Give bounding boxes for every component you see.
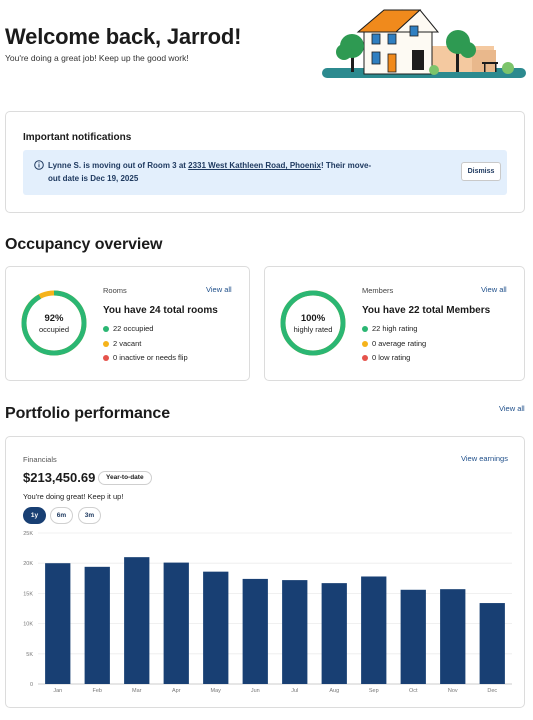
bar-dec[interactable]: [479, 603, 505, 684]
bar-jun[interactable]: [242, 578, 268, 684]
property-address-link[interactable]: 2331 West Kathleen Road, Phoenix: [188, 161, 321, 170]
x-tick-label: Jun: [251, 688, 260, 694]
earnings-amount: $213,450.69: [23, 470, 96, 485]
red-dot-icon: [362, 354, 368, 361]
bar-sep[interactable]: [361, 576, 387, 684]
legend-text: 0 low rating: [372, 353, 411, 362]
red-dot-icon: [103, 354, 109, 361]
portfolio-title: Portfolio performance: [5, 405, 171, 422]
x-tick-label: Jan: [53, 688, 62, 694]
dismiss-button[interactable]: Dismiss: [461, 162, 501, 181]
y-tick-label: 20K: [23, 561, 33, 567]
legend-text: 2 vacant: [113, 339, 142, 348]
members-percent-caption: highly rated: [293, 325, 333, 334]
members-heading: You have 22 total Members: [362, 305, 491, 316]
rooms-heading: You have 24 total rooms: [103, 305, 218, 316]
bar-oct[interactable]: [400, 589, 426, 684]
x-tick-label: May: [211, 688, 222, 694]
members-legend-high: 22 high rating: [362, 324, 417, 333]
page-title: Welcome back, Jarrod!: [5, 24, 242, 49]
members-percent: 100%: [300, 313, 326, 324]
y-tick-label: 0: [30, 682, 33, 688]
legend-text: 0 inactive or needs flip: [113, 353, 188, 362]
y-tick-label: 25K: [23, 531, 33, 537]
bar-feb[interactable]: [84, 566, 110, 684]
legend-text: 22 high rating: [372, 324, 418, 333]
rooms-legend-vacant: 2 vacant: [103, 339, 141, 348]
financials-card: Financials View earnings $213,450.69 Yea…: [5, 436, 525, 708]
x-tick-label: Aug: [329, 688, 339, 694]
notification-banner: Lynne S. is moving out of Room 3 at 2331…: [23, 150, 507, 195]
rooms-percent-caption: occupied: [38, 325, 70, 334]
bar-mar[interactable]: [124, 557, 150, 684]
members-rating-ring: [280, 290, 346, 356]
view-earnings-link[interactable]: View earnings: [461, 454, 508, 463]
notification-message-suffix: ! Their move-out date is Dec 19, 2025: [48, 161, 372, 183]
yellow-dot-icon: [362, 340, 368, 347]
rooms-legend-occupied: 22 occupied: [103, 324, 153, 333]
x-tick-label: Nov: [448, 688, 458, 694]
members-label: Members: [362, 286, 394, 295]
rooms-view-all-link[interactable]: View all: [206, 285, 232, 294]
rooms-legend-inactive: 0 inactive or needs flip: [103, 353, 188, 362]
legend-text: 22 occupied: [113, 324, 154, 333]
green-dot-icon: [103, 325, 109, 332]
financials-subtitle: You're doing great! Keep it up!: [23, 492, 124, 501]
bar-nov[interactable]: [440, 589, 466, 684]
bar-jul[interactable]: [282, 580, 308, 684]
green-dot-icon: [362, 325, 368, 332]
notification-message-prefix: Lynne S. is moving out of Room 3 at: [48, 161, 189, 170]
legend-text: 0 average rating: [372, 339, 427, 348]
financials-bar-chart: 0 5K 10K 15K 20K 25K Jan Feb Mar Apr May Jun Jul Aug S…: [23, 531, 512, 694]
x-tick-label: Feb: [93, 688, 102, 694]
notifications-card: Important notifications Lynne S. is movi…: [5, 111, 525, 213]
bar-aug[interactable]: [321, 583, 347, 684]
house-illustration: [322, 9, 526, 78]
x-tick-label: Jul: [291, 688, 298, 694]
notifications-title: Important notifications: [23, 132, 132, 143]
rooms-card: 92% occupied Rooms View all You have 24 …: [5, 266, 250, 381]
x-tick-label: Mar: [132, 688, 142, 694]
rooms-percent: 92%: [44, 313, 64, 324]
range-3m-button[interactable]: 3m: [78, 507, 101, 524]
y-tick-label: 15K: [23, 591, 33, 597]
members-legend-low: 0 low rating: [362, 353, 410, 362]
y-tick-label: 5K: [26, 652, 33, 658]
financials-label: Financials: [23, 455, 57, 464]
members-legend-average: 0 average rating: [362, 339, 426, 348]
y-tick-label: 10K: [23, 622, 33, 628]
notification-message: Lynne S. is moving out of Room 3 at 2331…: [48, 159, 378, 185]
page-subtitle: You're doing a great job! Keep up the go…: [5, 53, 189, 63]
year-to-date-badge: Year-to-date: [98, 471, 152, 485]
x-tick-label: Oct: [409, 688, 418, 694]
rooms-label: Rooms: [103, 286, 127, 295]
x-tick-label: Apr: [172, 688, 181, 694]
range-6m-button[interactable]: 6m: [50, 507, 73, 524]
rooms-occupancy-ring: [21, 290, 87, 356]
bar-may[interactable]: [203, 571, 229, 684]
bar-jan[interactable]: [45, 563, 71, 684]
x-tick-label: Sep: [369, 688, 379, 694]
members-card: 100% highly rated Members View all You h…: [264, 266, 525, 381]
x-tick-label: Dec: [487, 688, 497, 694]
info-icon: [34, 160, 44, 170]
portfolio-view-all-link[interactable]: View all: [499, 404, 525, 413]
members-view-all-link[interactable]: View all: [481, 285, 507, 294]
occupancy-title: Occupancy overview: [5, 236, 163, 253]
bar-apr[interactable]: [163, 562, 189, 684]
range-1y-button[interactable]: 1y: [23, 507, 46, 524]
yellow-dot-icon: [103, 340, 109, 347]
